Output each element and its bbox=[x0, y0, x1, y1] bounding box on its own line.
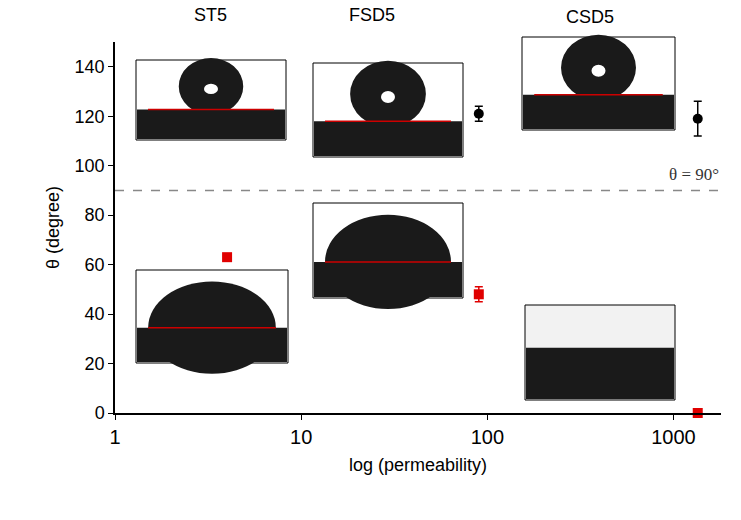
svg-text:100: 100 bbox=[471, 426, 504, 448]
svg-text:FSD5: FSD5 bbox=[349, 5, 395, 25]
svg-text:10: 10 bbox=[290, 426, 312, 448]
svg-text:140: 140 bbox=[75, 57, 105, 77]
svg-text:120: 120 bbox=[75, 107, 105, 127]
svg-text:100: 100 bbox=[75, 156, 105, 176]
svg-text:20: 20 bbox=[85, 354, 105, 374]
svg-text:40: 40 bbox=[85, 304, 105, 324]
svg-text:1000: 1000 bbox=[651, 426, 696, 448]
svg-text:CSD5: CSD5 bbox=[566, 7, 614, 27]
svg-text:θ (degree): θ (degree) bbox=[43, 186, 63, 269]
svg-text:log (permeability): log (permeability) bbox=[349, 455, 487, 475]
svg-text:80: 80 bbox=[85, 205, 105, 225]
svg-text:ST5: ST5 bbox=[194, 5, 227, 25]
svg-text:0: 0 bbox=[95, 403, 105, 423]
svg-text:60: 60 bbox=[85, 255, 105, 275]
svg-text:1: 1 bbox=[109, 426, 120, 448]
svg-text:θ = 90°: θ = 90° bbox=[669, 165, 719, 184]
